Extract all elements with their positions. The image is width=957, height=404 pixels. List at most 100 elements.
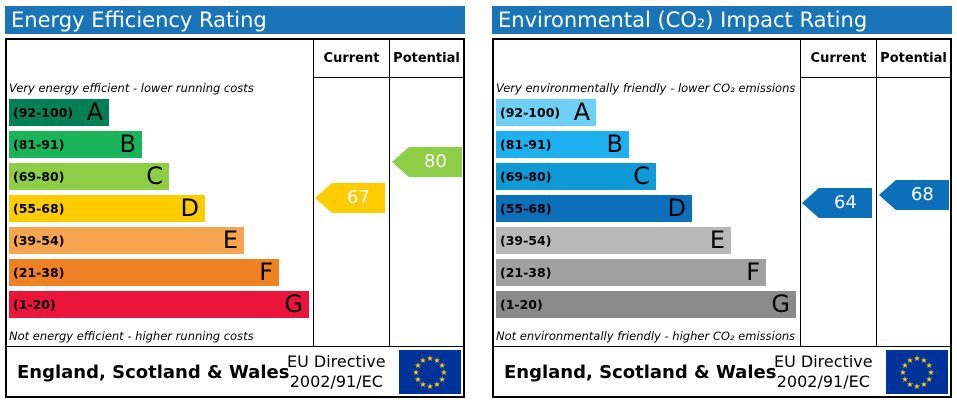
band-range: (69-80) <box>13 169 65 184</box>
energy-title: Energy Efficiency Rating <box>5 6 465 34</box>
band-letter: E <box>709 226 725 254</box>
star-icon: ★ <box>414 375 421 384</box>
star-icon: ★ <box>439 375 446 384</box>
star-icon: ★ <box>439 361 446 370</box>
eu-flag-icon: ★ ★ ★ ★ ★ ★ ★ ★ ★ ★ ★ ★ <box>399 350 461 394</box>
bottom-note: Not environmentally friendly - higher CO… <box>496 329 796 343</box>
band-d: (55-68) D <box>496 195 692 222</box>
star-icon: ★ <box>901 375 908 384</box>
star-icon: ★ <box>433 380 440 389</box>
star-icon: ★ <box>926 361 933 370</box>
bottom-note: Not energy efficient - higher running co… <box>9 329 254 343</box>
band-letter: A <box>86 98 103 126</box>
band-letter: F <box>259 258 273 286</box>
star-icon: ★ <box>920 380 927 389</box>
potential-rating-value: 68 <box>910 184 934 205</box>
star-icon: ★ <box>927 368 934 377</box>
current-arrow-shape <box>315 183 385 213</box>
header-divider <box>313 77 463 78</box>
region-label: England, Scotland & Wales <box>17 362 290 383</box>
directive-line-2: 2002/91/EC <box>776 372 870 391</box>
band-a: (92-100) A <box>9 99 109 126</box>
star-icon: ★ <box>426 382 433 391</box>
band-range: (1-20) <box>500 297 543 312</box>
band-range: (39-54) <box>13 233 65 248</box>
band-range: (92-100) <box>500 105 561 120</box>
current-rating-value: 67 <box>346 187 370 208</box>
band-range: (69-80) <box>500 169 552 184</box>
environmental-chart-frame: Current Potential Very environmentally f… <box>492 38 952 398</box>
environmental-title: Environmental (CO₂) Impact Rating <box>492 6 952 34</box>
band-letter: B <box>119 130 136 158</box>
footer-divider <box>7 346 463 347</box>
potential-column-divider <box>389 40 390 346</box>
star-icon: ★ <box>414 361 421 370</box>
star-icon: ★ <box>913 382 920 391</box>
star-icon: ★ <box>906 356 913 365</box>
potential-arrow-shape <box>879 180 949 210</box>
eu-stars: ★ ★★★★★★★★★★★ <box>412 354 447 391</box>
potential-arrow-shape <box>392 147 462 177</box>
current-rating-arrow: 67 <box>315 183 385 213</box>
potential-rating-arrow: 80 <box>392 147 462 177</box>
band-letter: C <box>633 162 650 190</box>
energy-efficiency-panel: Energy Efficiency Rating Current Potenti… <box>5 6 465 398</box>
current-header: Current <box>810 51 867 66</box>
eu-directive: EU Directive 2002/91/EC <box>287 352 386 392</box>
band-letter: G <box>284 290 303 318</box>
band-letter: E <box>222 226 238 254</box>
current-header: Current <box>323 51 380 66</box>
star-icon: ★ <box>419 356 426 365</box>
band-f: (21-38) F <box>9 259 279 286</box>
band-letter: F <box>746 258 760 286</box>
star-icon: ★ <box>899 368 906 377</box>
directive-line-2: 2002/91/EC <box>289 372 383 391</box>
band-e: (39-54) E <box>496 227 731 254</box>
band-c: (69-80) C <box>9 163 169 190</box>
star-icon: ★ <box>412 368 419 377</box>
star-icon: ★ <box>906 380 913 389</box>
band-range: (55-68) <box>13 201 65 216</box>
star-icon: ★ <box>426 354 433 363</box>
potential-header: Potential <box>393 51 460 66</box>
eu-stars: ★ ★★★★★★★★★★★ <box>899 354 934 391</box>
potential-column-divider <box>876 40 877 346</box>
star-icon: ★ <box>913 354 920 363</box>
current-arrow-shape <box>802 188 872 218</box>
band-b: (81-91) B <box>9 131 142 158</box>
current-column-divider <box>313 40 314 346</box>
band-letter: G <box>771 290 790 318</box>
top-note: Very energy efficient - lower running co… <box>9 81 254 95</box>
eu-directive: EU Directive 2002/91/EC <box>774 352 873 392</box>
band-g: (1-20) G <box>496 291 796 318</box>
current-rating-arrow: 64 <box>802 188 872 218</box>
band-range: (81-91) <box>13 137 65 152</box>
star-icon: ★ <box>440 368 447 377</box>
band-d: (55-68) D <box>9 195 205 222</box>
header-divider <box>800 77 950 78</box>
star-icon: ★ <box>926 375 933 384</box>
band-range: (39-54) <box>500 233 552 248</box>
band-range: (92-100) <box>13 105 74 120</box>
directive-line-1: EU Directive <box>774 352 873 371</box>
band-range: (55-68) <box>500 201 552 216</box>
potential-rating-value: 80 <box>423 151 447 172</box>
band-letter: C <box>146 162 163 190</box>
band-f: (21-38) F <box>496 259 766 286</box>
band-letter: D <box>667 194 686 222</box>
current-rating-value: 64 <box>833 192 857 213</box>
current-column-divider <box>800 40 801 346</box>
star-icon: ★ <box>419 380 426 389</box>
band-c: (69-80) C <box>496 163 656 190</box>
band-range: (81-91) <box>500 137 552 152</box>
potential-rating-arrow: 68 <box>879 180 949 210</box>
region-label: England, Scotland & Wales <box>504 362 777 383</box>
band-a: (92-100) A <box>496 99 596 126</box>
top-note: Very environmentally friendly - lower CO… <box>496 81 796 95</box>
environmental-impact-panel: Environmental (CO₂) Impact Rating Curren… <box>492 6 952 398</box>
directive-line-1: EU Directive <box>287 352 386 371</box>
band-range: (21-38) <box>500 265 552 280</box>
star-icon: ★ <box>920 356 927 365</box>
energy-chart-frame: Current Potential Very energy efficient … <box>5 38 465 398</box>
band-range: (1-20) <box>13 297 56 312</box>
